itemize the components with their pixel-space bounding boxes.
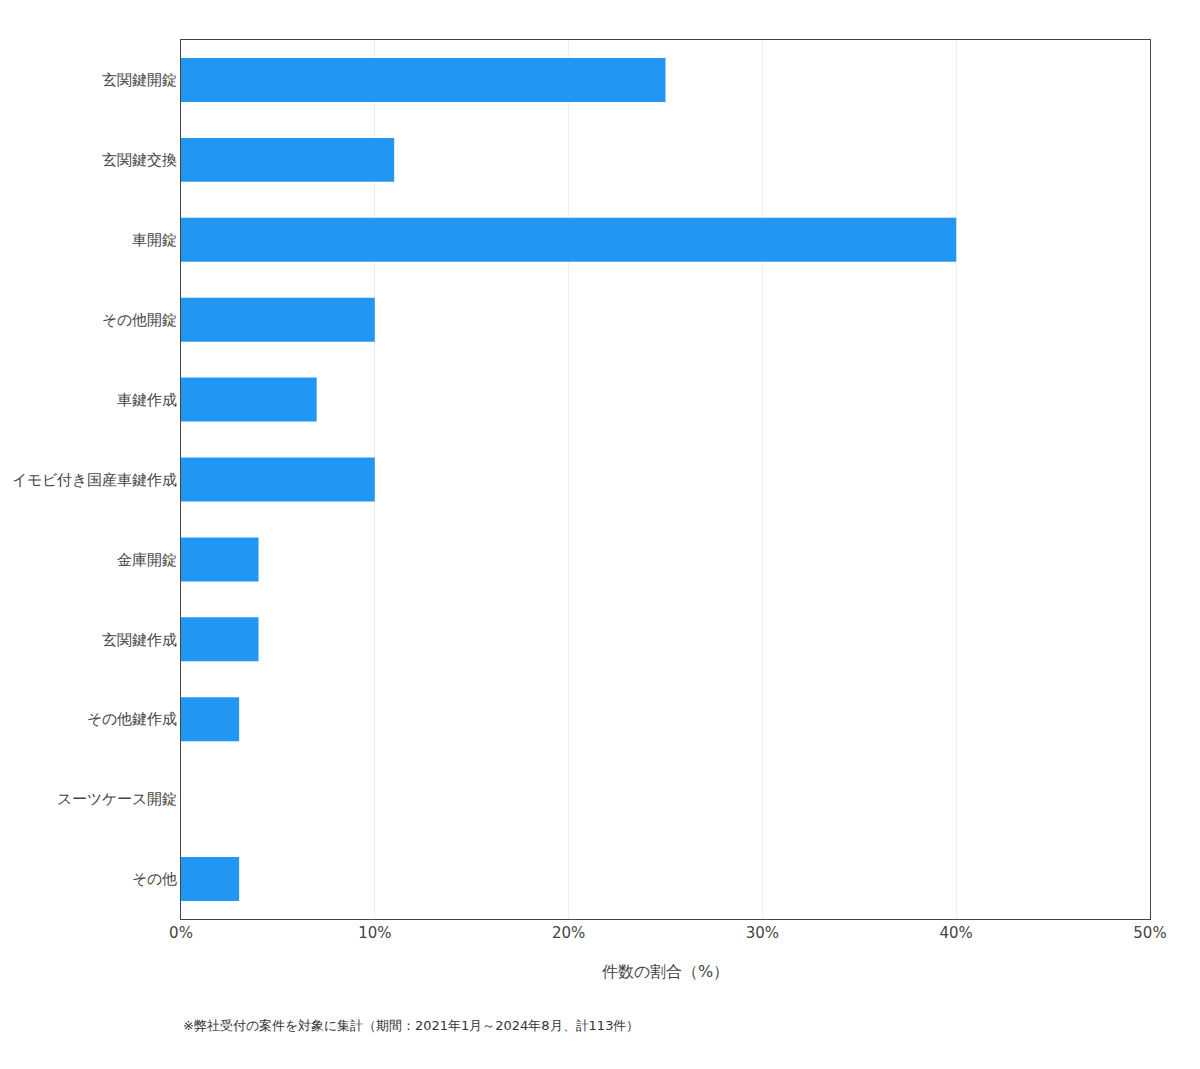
svg-text:その他開錠: その他開錠 (102, 311, 177, 329)
svg-text:車鍵作成: 車鍵作成 (117, 391, 177, 409)
svg-text:イモビ付き国産車鍵作成: イモビ付き国産車鍵作成 (12, 471, 177, 489)
svg-text:※弊社受付の案件を対象に集計（期間：2021年1月～2024: ※弊社受付の案件を対象に集計（期間：2021年1月～2024年8月、計113件） (183, 1018, 639, 1033)
svg-text:件数の割合（%）: 件数の割合（%） (602, 962, 729, 981)
svg-text:玄関鍵作成: 玄関鍵作成 (102, 631, 177, 649)
svg-text:20%: 20% (552, 924, 585, 942)
svg-text:その他鍵作成: その他鍵作成 (87, 710, 177, 728)
svg-text:金庫開錠: 金庫開錠 (117, 551, 177, 569)
svg-text:玄関鍵開錠: 玄関鍵開錠 (102, 71, 177, 89)
svg-text:30%: 30% (746, 924, 779, 942)
svg-text:10%: 10% (358, 924, 391, 942)
svg-text:車開錠: 車開錠 (132, 231, 177, 249)
svg-text:0%: 0% (169, 924, 193, 942)
svg-text:40%: 40% (940, 924, 973, 942)
svg-text:50%: 50% (1133, 924, 1166, 942)
svg-text:玄関鍵交換: 玄関鍵交換 (102, 151, 177, 169)
svg-text:スーツケース開錠: スーツケース開錠 (57, 790, 177, 808)
svg-text:その他: その他 (132, 870, 177, 888)
